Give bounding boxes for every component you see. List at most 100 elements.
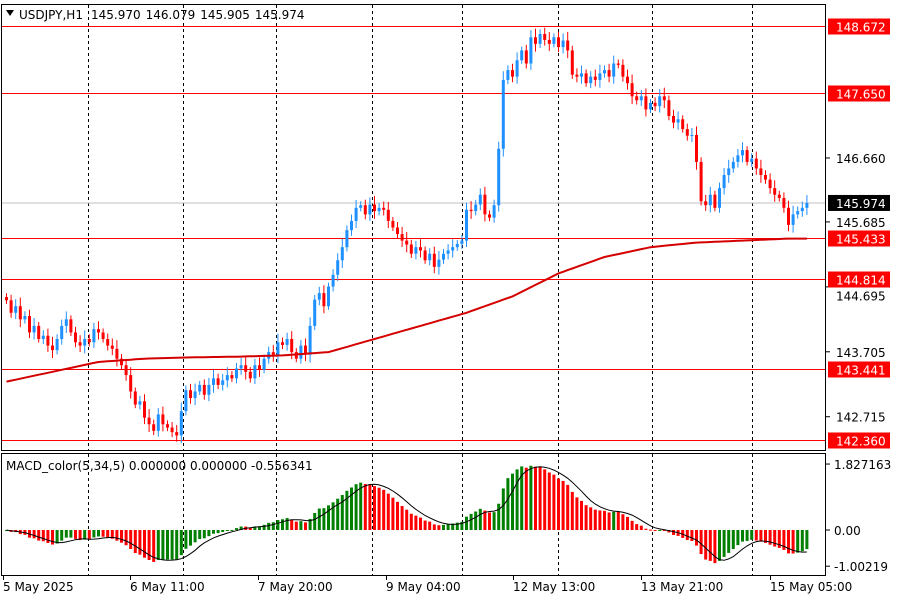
macd-header: MACD_color(5,34,5) 0.000000 0.000000 -0.… [6, 459, 313, 473]
macd-bar [317, 508, 321, 530]
candle-body [681, 119, 685, 130]
macd-bar [791, 530, 795, 554]
candle-body [731, 161, 735, 169]
candle-body [350, 220, 353, 231]
symbol-timeframe: USDJPY,H1 [19, 8, 83, 22]
candle-body [764, 175, 767, 180]
candle-body [506, 70, 510, 80]
candle-body [400, 234, 404, 241]
candle-body [584, 73, 588, 84]
macd-bar [138, 530, 142, 555]
macd-bar [230, 529, 234, 531]
macd-bar [538, 467, 542, 530]
candle-body [354, 207, 358, 221]
candle-body [566, 40, 570, 51]
macd-bar [225, 530, 229, 531]
candle-body [106, 338, 110, 346]
candle-body [676, 119, 680, 123]
macd-bar [87, 530, 91, 540]
macd-bar [281, 519, 284, 530]
candle-body [239, 365, 243, 369]
candle-body [759, 168, 763, 176]
candle-body [391, 220, 395, 228]
candle-body [156, 414, 160, 431]
macd-bar [400, 506, 404, 530]
macd-bar [446, 524, 450, 530]
time-tick-label: 12 May 13:00 [513, 580, 595, 594]
candle-body [437, 259, 441, 267]
macd-bar [708, 530, 712, 561]
candle-body [276, 342, 280, 356]
candle-body [662, 96, 666, 101]
macd-bar [285, 518, 289, 530]
macd-bar [621, 514, 625, 530]
candle-body [713, 194, 717, 208]
macd-bar [202, 530, 206, 539]
candle-body [805, 202, 809, 208]
candle-body [308, 325, 312, 355]
candle-body [777, 194, 781, 198]
candle-body [262, 358, 266, 370]
macd-bar [322, 508, 326, 530]
candle-body [488, 214, 491, 218]
candle-body [787, 207, 790, 225]
macd-bar [653, 530, 657, 531]
macd-bar [570, 491, 574, 530]
candle-body [593, 76, 597, 80]
macd-bar [598, 510, 602, 530]
macd-bar [377, 487, 381, 530]
candles [5, 27, 809, 444]
macd-bar [432, 524, 436, 530]
candle-body [290, 338, 294, 353]
candle-body [630, 83, 634, 97]
dropdown-triangle-icon[interactable] [6, 10, 14, 16]
candle-body [271, 352, 275, 356]
macd-bar [350, 487, 353, 530]
candle-body [377, 207, 381, 212]
macd-bar [630, 520, 634, 530]
macd-bar [147, 530, 151, 561]
candle-body [658, 96, 662, 107]
price-tick-label: 145.685 [836, 216, 886, 230]
macd-bar [101, 530, 105, 537]
macd-bar [529, 465, 533, 530]
macd-bar [354, 484, 358, 530]
level-badge [828, 230, 890, 247]
candle-body [184, 390, 188, 412]
macd-bar [248, 527, 252, 530]
candle-body [235, 368, 238, 379]
main-panel-frame [1, 4, 826, 451]
macd-bar [501, 488, 505, 530]
macd-bar [741, 530, 744, 542]
macd-bar [593, 509, 597, 530]
macd-bar [189, 530, 192, 546]
candle-body [345, 230, 349, 248]
ohlc-low: 145.905 [200, 8, 250, 22]
macd-bar [736, 530, 740, 546]
macd-bar [805, 530, 809, 550]
macd-bar [359, 482, 363, 530]
candle-body [161, 414, 165, 425]
macd-bar [455, 522, 459, 530]
candle-body [543, 34, 547, 40]
candle-body [497, 148, 501, 206]
macd-bar [129, 530, 133, 550]
macd-tick-label: 1.827163 [834, 458, 891, 472]
candle-body [741, 150, 744, 156]
candle-body [603, 70, 606, 74]
macd-bar [115, 530, 119, 541]
macd-bar [478, 508, 482, 530]
candle-body [621, 64, 625, 77]
candle-body [281, 342, 284, 345]
macd-bar [396, 501, 399, 530]
macd-bar [235, 528, 238, 530]
candle-body [32, 325, 36, 333]
candle-body [64, 319, 68, 326]
candle-body [230, 375, 234, 379]
candle-body [405, 240, 409, 245]
candle-body [317, 293, 321, 300]
candle-body [446, 250, 450, 254]
candle-body [791, 214, 795, 225]
macd-bar [524, 467, 528, 530]
macd-bar [451, 523, 455, 530]
